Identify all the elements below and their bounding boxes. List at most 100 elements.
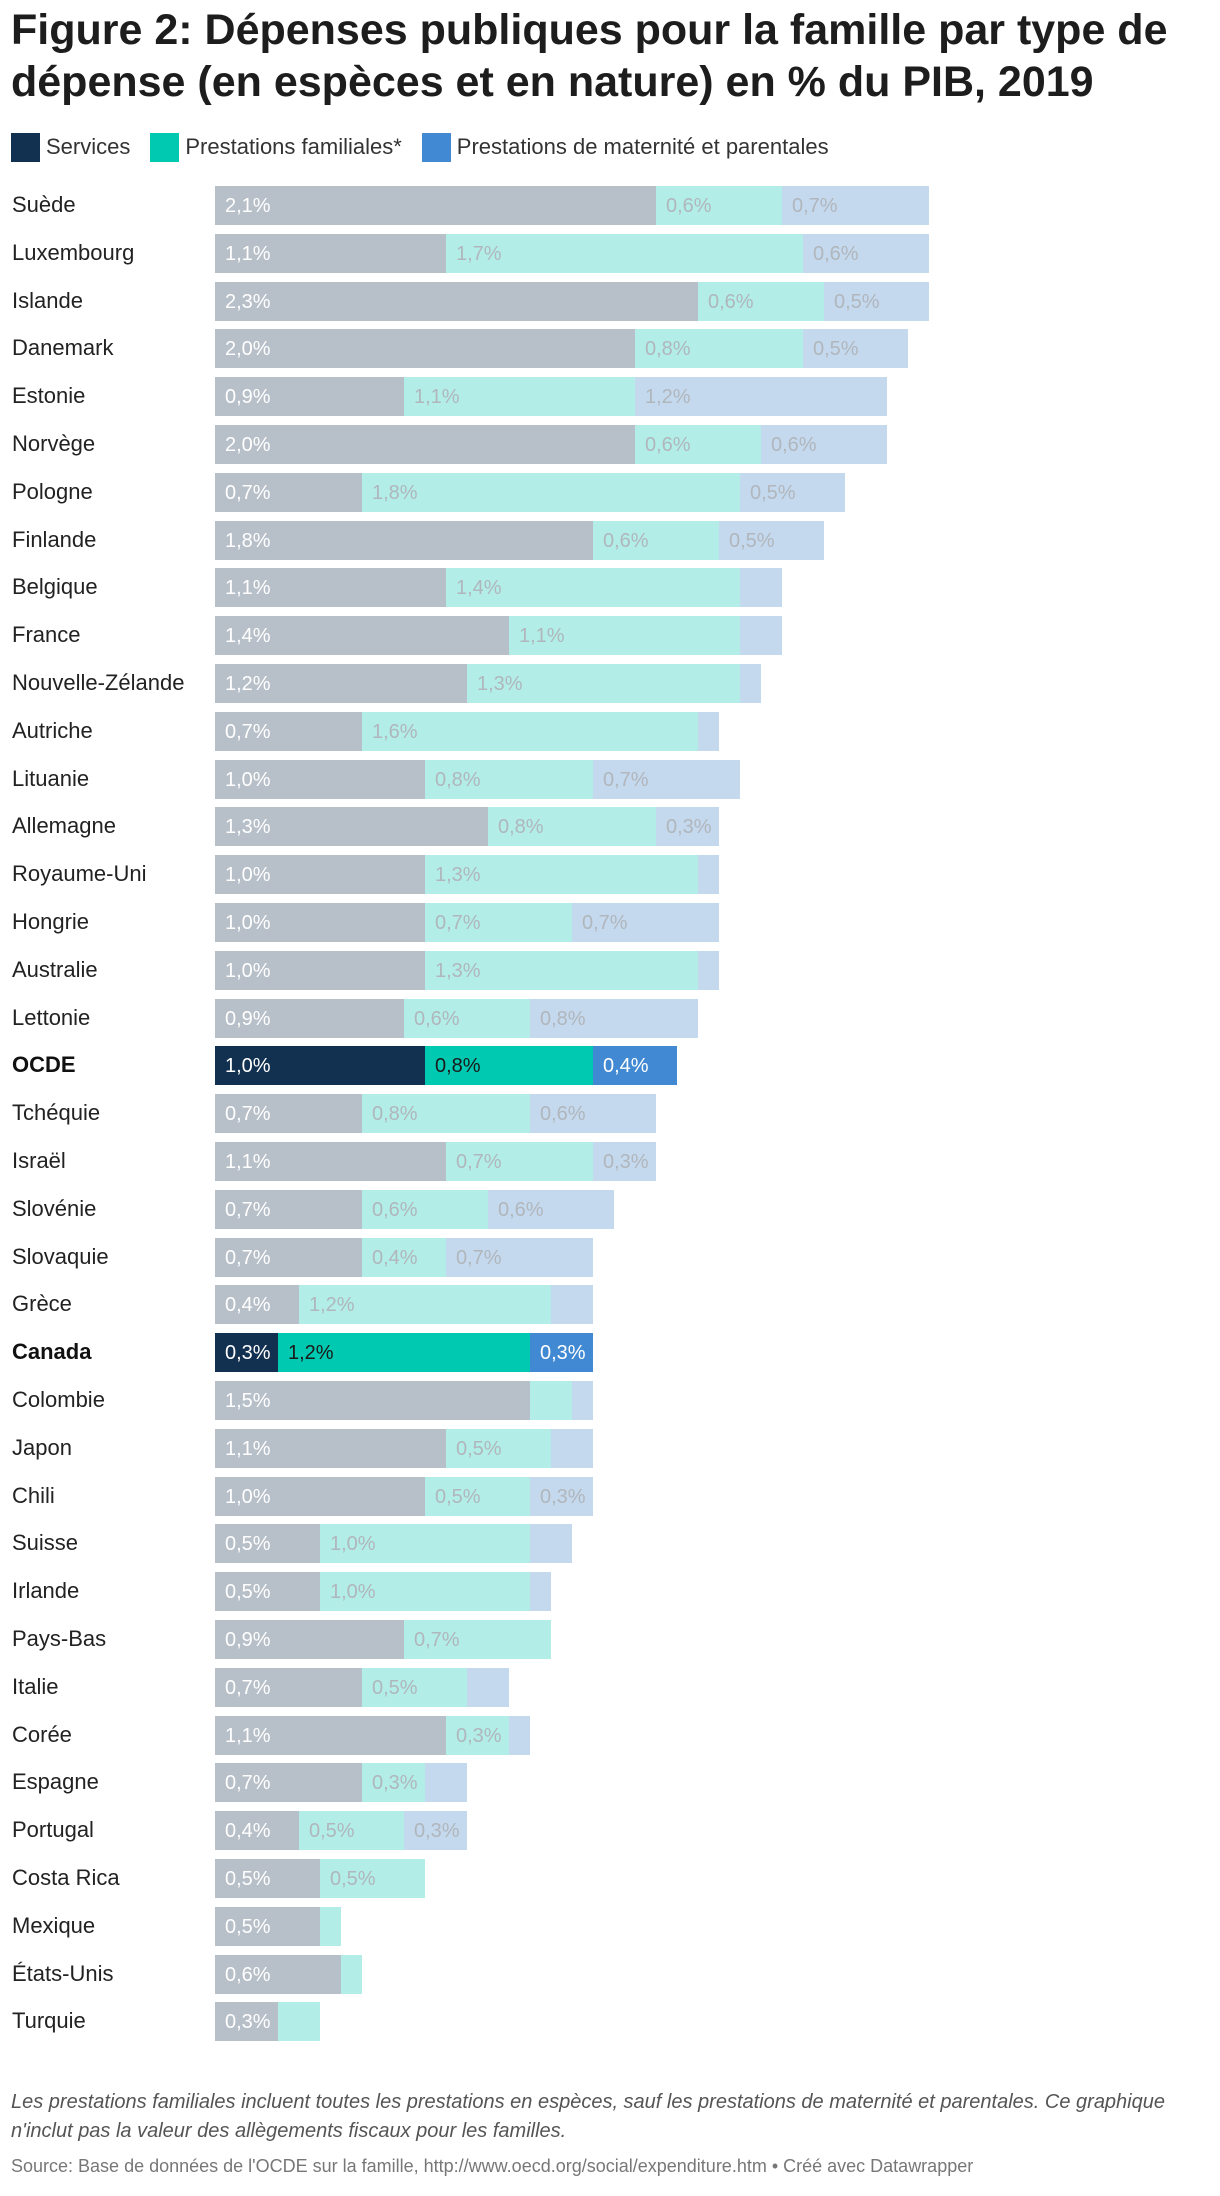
bar-segment-services: 0,9% [215,1620,404,1659]
bar-value-label: 0,5% [330,1868,376,1890]
country-label: Norvège [12,431,96,456]
bar-row: Royaume-Uni 1,0% 1,3% [0,854,1220,902]
bar-value-label: 1,0% [225,768,271,791]
bar-segment-services: 2,1% [215,186,656,225]
country-label: France [12,622,81,648]
country-label: Costa Rica [12,1865,120,1890]
bar-segment-services: 1,4% [215,616,509,656]
legend-label-maternite-parentales: Prestations de maternité et parentales [456,134,829,159]
bar-segment-services: 0,7% [215,1763,362,1803]
country-label: Corée [12,1721,72,1747]
bar-value-label: 0,6% [603,529,649,552]
bar-segment-services: 0,3% [215,2002,278,2042]
bar-segment-maternite-parentales [740,664,761,703]
country-label: Portugal [12,1817,94,1843]
bar-value-label: 0,4% [225,1294,271,1317]
bar-value-label: 0,6% [498,1198,544,1221]
bar-segment-maternite-parentales: 0,6% [761,425,887,464]
bar-segment-maternite-parentales [572,1381,593,1420]
bar-segment-services: 1,1% [215,1428,446,1468]
bar-row: Chili 1,0% 0,5% 0,3% [0,1476,1220,1524]
bar-segment-services: 2,0% [215,425,635,464]
country-label: Islande [12,287,83,313]
bar-value-label: 0,7% [225,720,271,743]
bar-value-label: 0,3% [540,1342,586,1365]
bar-value-label: 0,7% [792,195,838,217]
bar-segment-prestations-familiales: 1,6% [362,711,698,751]
bar-segment-prestations-familiales: 0,8% [425,1046,593,1086]
bar-segment-maternite-parentales: 0,3% [530,1476,593,1516]
bar-segment-maternite-parentales [698,855,719,895]
bar-segment-prestations-familiales: 0,5% [425,1476,530,1516]
country-label: Lituanie [12,765,90,791]
bar-row: Canada 0,3% 1,2% 0,3% [0,1332,1220,1380]
bar-value-label: 1,1% [225,242,271,265]
bar-value-label: 1,0% [225,912,271,934]
bar-segment-maternite-parentales [698,950,719,990]
bar-segment-prestations-familiales: 1,0% [320,1572,530,1612]
country-label: Pologne [12,478,93,504]
bar-segment-maternite-parentales: 0,7% [593,759,740,799]
bar-value-label: 0,5% [834,290,880,313]
bar-row: Israël 1,1% 0,7% 0,3% [0,1141,1220,1189]
bar-segment-services: 1,0% [215,1476,425,1516]
bar-value-label: 1,2% [225,673,271,695]
bar-segment-maternite-parentales: 0,7% [572,903,719,942]
bar-value-label: 1,2% [288,1342,334,1365]
bar-value-label: 0,9% [225,1629,271,1651]
bar-value-label: 0,7% [225,1676,271,1699]
bar-segment-prestations-familiales: 1,0% [320,1524,530,1564]
bar-segment-services: 2,0% [215,329,635,369]
bar-segment-prestations-familiales: 0,5% [362,1667,467,1707]
bar-segment-maternite-parentales [740,568,782,608]
bar-row: Hongrie 1,0% 0,7% 0,7% [0,902,1220,950]
bar-value-label: 0,3% [225,2011,271,2034]
bar-value-label: 1,3% [435,864,481,887]
country-label: Irlande [12,1578,80,1604]
bar-segment-maternite-parentales [530,1524,572,1564]
bar-row: Tchéquie 0,7% 0,8% 0,6% [0,1093,1220,1141]
bar-segment-prestations-familiales: 1,1% [404,377,635,417]
country-label: Allemagne [12,813,116,839]
bar-segment-prestations-familiales: 1,7% [446,233,803,273]
bar-segment-maternite-parentales [530,1572,551,1612]
bar-value-label: 0,3% [540,1485,586,1508]
bar-row: OCDE 1,0% 0,8% 0,4% [0,1045,1220,1093]
bar-value-label: 0,5% [225,1533,271,1556]
bar-value-label: 0,9% [225,386,271,409]
bar-segment-services: 2,3% [215,281,698,321]
bar-segment-services: 0,5% [215,1524,320,1564]
bar-segment-maternite-parentales: 0,5% [824,281,929,321]
bar-value-label: 1,5% [225,1390,271,1412]
bar-segment-services: 1,1% [215,568,446,608]
legend: Services Prestations familiales* Prestatio… [11,130,849,164]
bar-segment-services: 1,0% [215,855,425,895]
country-label: Israël [12,1148,66,1173]
bar-value-label: 0,6% [372,1198,418,1221]
bar-row: Slovénie 0,7% 0,6% 0,6% [0,1189,1220,1237]
bar-segment-maternite-parentales: 0,6% [803,233,929,273]
bar-value-label: 0,7% [225,481,271,504]
legend-label-services: Services [46,134,131,159]
bar-value-label: 0,5% [456,1437,502,1460]
bar-value-label: 1,2% [309,1294,355,1317]
bar-row: France 1,4% 1,1% [0,615,1220,663]
bar-value-label: 1,0% [225,959,271,982]
bar-segment-prestations-familiales: 0,8% [362,1094,530,1134]
bar-value-label: 1,4% [456,577,502,600]
bar-segment-prestations-familiales [341,1954,362,1994]
bar-segment-services: 0,7% [215,1094,362,1134]
legend-swatch-maternite-parentales [421,132,451,162]
bar-value-label: 0,7% [225,1772,271,1795]
country-label: Luxembourg [12,239,135,265]
bar-value-label: 0,6% [708,290,754,313]
bar-segment-services: 0,7% [215,711,362,751]
bar-segment-services: 1,1% [215,1715,446,1755]
bar-segment-prestations-familiales: 0,6% [593,520,719,560]
bar-segment-prestations-familiales: 1,2% [299,1285,551,1325]
bar-segment-maternite-parentales [425,1763,467,1803]
bar-segment-maternite-parentales [467,1667,509,1707]
bar-row: Italie 0,7% 0,5% [0,1667,1220,1715]
bar-value-label: 0,7% [225,1103,271,1126]
legend-label-prestations-familiales: Prestations familiales* [185,134,402,159]
